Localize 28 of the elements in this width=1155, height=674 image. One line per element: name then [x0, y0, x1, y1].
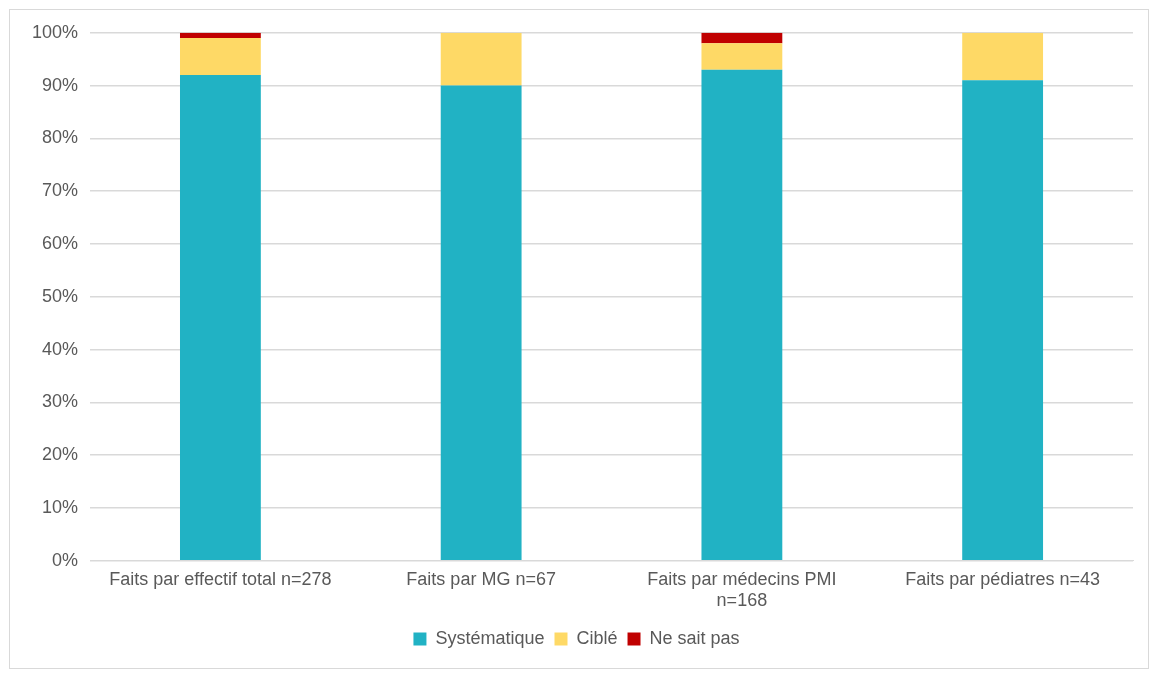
y-tick-label: 20% — [42, 444, 79, 465]
legend-label: Ciblé — [576, 627, 618, 648]
y-tick-label: 50% — [42, 285, 79, 306]
y-tick-label: 70% — [42, 180, 79, 201]
bar — [179, 75, 261, 561]
y-tick-label: 100% — [31, 21, 79, 42]
y-tick-label: 10% — [42, 496, 79, 517]
bar — [701, 69, 783, 561]
x-tick-label: Faits par médecins PMI n=168 — [647, 568, 837, 611]
bar — [179, 38, 261, 76]
legend-label: Ne sait pas — [649, 627, 740, 648]
legend-label: Systématique — [435, 627, 545, 648]
x-tick-label: Faits par pédiatres n=43 — [905, 568, 1100, 589]
y-tick-label: 30% — [42, 391, 79, 412]
bar — [701, 32, 783, 44]
bar — [440, 32, 522, 86]
bar — [962, 32, 1044, 81]
bar — [962, 80, 1044, 561]
y-tick-label: 80% — [42, 127, 79, 148]
y-tick-label: 40% — [42, 338, 79, 359]
x-tick-label: Faits par MG n=67 — [406, 568, 556, 589]
y-tick-label: 60% — [42, 232, 79, 253]
bar — [701, 43, 783, 70]
y-tick-label: 0% — [52, 549, 79, 570]
x-tick-label: Faits par effectif total n=278 — [109, 568, 332, 589]
bar — [179, 32, 261, 39]
bar — [440, 85, 522, 561]
y-tick-label: 90% — [42, 74, 79, 95]
